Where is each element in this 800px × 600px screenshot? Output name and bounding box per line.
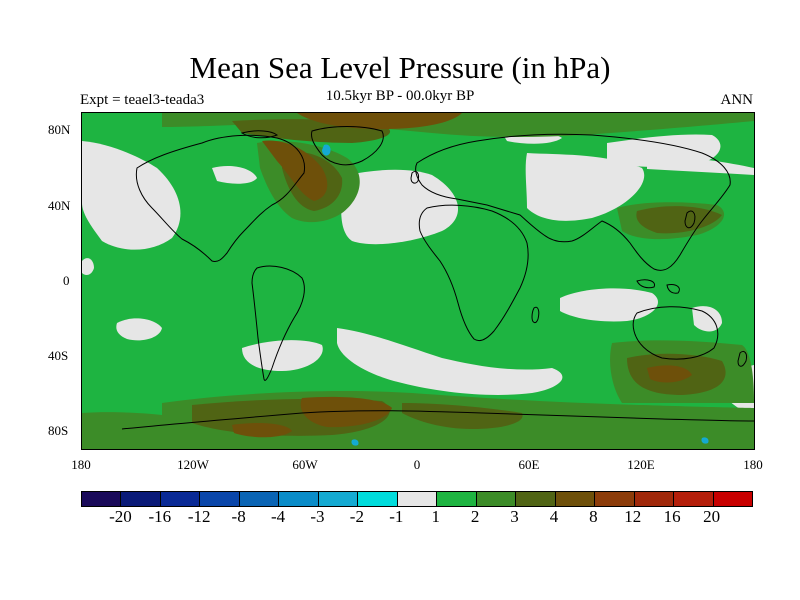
lat-label-80n: 80N [48,122,71,137]
colorbar [81,491,753,507]
colorbar-swatch [555,492,596,506]
colorbar-swatch [634,492,675,506]
lat-label-80s: 80S [48,423,69,438]
colorbar-swatch [713,492,752,506]
colorbar-label: 20 [703,507,721,526]
colorbar-label: 12 [624,507,642,526]
colorbar-label: -4 [270,507,286,526]
lon-label-180w: 180 [71,457,91,472]
colorbar-swatch [82,492,122,506]
map-svg [82,113,754,449]
experiment-label: Expt = teael3-teada3 [80,92,205,108]
colorbar-swatch [160,492,201,506]
colorbar-swatch [358,492,398,506]
brown-regions [232,113,692,438]
season-label: ANN [720,92,754,108]
lat-label-40n: 40N [48,198,71,213]
chart-title: Mean Sea Level Pressure (in hPa) [189,50,611,85]
lon-label-0: 0 [413,457,421,472]
colorbar-swatch [674,492,714,506]
lon-label-180e: 180 [743,457,763,472]
colorbar-swatch [121,492,161,506]
colorbar-label: 2 [470,507,480,526]
colorbar-label: -1 [389,507,404,526]
map-panel [81,112,755,450]
colorbar-swatch [397,492,438,506]
lat-label-40s: 40S [48,348,69,363]
lon-label-120w: 120W [177,457,209,472]
colorbar-label: 16 [663,507,681,526]
colorbar-swatch [318,492,359,506]
colorbar-label: -8 [231,507,246,526]
time-range-subtitle: 10.5kyr BP - 00.0kyr BP [325,88,475,104]
colorbar-swatch [595,492,635,506]
colorbar-label: -2 [349,507,364,526]
colorbar-label: -12 [187,507,211,526]
colorbar-label: 1 [431,507,440,526]
colorbar-swatch [476,492,517,506]
colorbar-label: 3 [510,507,519,526]
lon-label-60e: 60E [518,457,540,472]
colorbar-swatch [239,492,280,506]
colorbar-label: -20 [109,507,132,526]
negative-spots [322,144,709,446]
colorbar-label: 8 [589,507,598,526]
colorbar-label: -16 [148,507,172,526]
lon-label-120e: 120E [627,457,655,472]
colorbar-label: -3 [310,507,325,526]
colorbar-swatch [200,492,240,506]
colorbar-label: 4 [549,507,559,526]
colorbar-swatch [279,492,319,506]
colorbar-swatch [516,492,556,506]
colorbar-swatch [437,492,477,506]
coastlines [121,126,754,430]
lat-label-0: 0 [63,273,70,288]
lon-label-60w: 60W [292,457,318,472]
